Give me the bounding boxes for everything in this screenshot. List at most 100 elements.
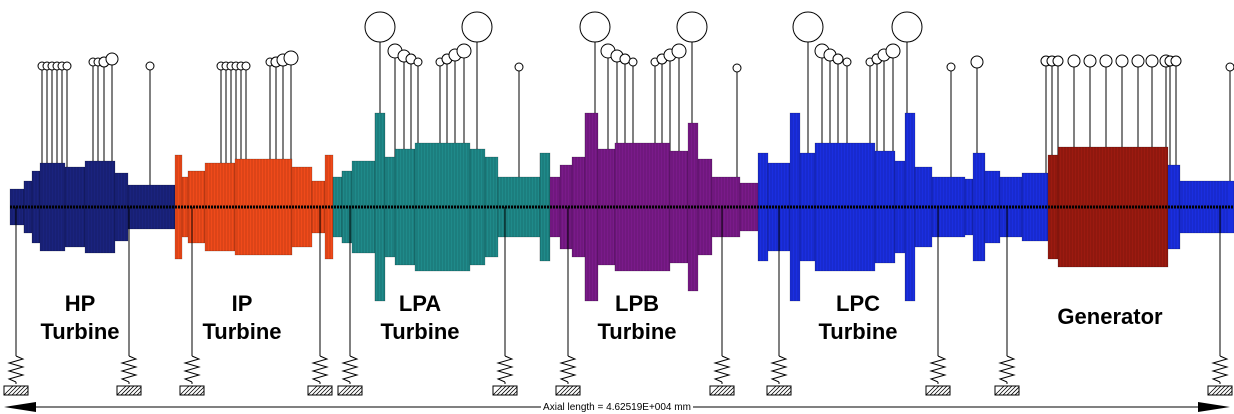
label-lpa-name: LPA <box>398 291 442 316</box>
disk-circle-31 <box>514 62 524 72</box>
hatch-stroke <box>1010 386 1020 396</box>
hatch-stroke <box>778 385 789 396</box>
hatch-stroke <box>7 385 18 396</box>
bearing-support-7 <box>709 207 735 396</box>
disk-circle-40 <box>671 43 687 59</box>
disk-circle-53 <box>946 62 956 72</box>
hatch-stroke <box>1207 385 1218 396</box>
label-lpa-turbine: LPA Turbine <box>365 290 475 346</box>
hatch-stroke <box>1227 390 1233 396</box>
label-lpb-name: LPB <box>615 291 659 316</box>
disk-circle-52 <box>891 11 923 43</box>
disk-circle-29 <box>456 43 472 59</box>
disk-circle-32 <box>579 11 611 43</box>
label-lpc-name: LPC <box>836 291 880 316</box>
hatch-stroke <box>717 385 728 396</box>
hatch-stroke <box>770 385 781 396</box>
label-lpb-sub: Turbine <box>597 319 677 344</box>
axial-length-text: Axial length = 4.62519E+004 mm <box>541 402 693 413</box>
disk-circle-61 <box>1115 54 1129 68</box>
hatch-stroke <box>1211 385 1222 396</box>
hatch-stroke <box>327 390 333 396</box>
hatch-stroke <box>1223 386 1233 396</box>
spring-icon <box>183 355 201 383</box>
hatch-stroke <box>563 385 574 396</box>
axial-length-label: Axial length = 4.62519E+004 mm <box>0 402 1234 414</box>
disk-circle-63 <box>1145 54 1159 68</box>
disk-circle-20 <box>283 50 299 66</box>
spring-icon <box>7 355 25 383</box>
disk-circle-42 <box>732 63 742 73</box>
hatch-stroke <box>555 385 566 396</box>
hatch-stroke <box>500 385 511 396</box>
hatch-stroke <box>187 385 198 396</box>
hatch-stroke <box>3 385 14 396</box>
hatch-stroke <box>929 385 940 396</box>
spring-icon <box>120 355 138 383</box>
hatch-stroke <box>323 386 333 396</box>
label-generator: Generator <box>1035 303 1185 331</box>
disk-circle-36 <box>628 57 638 67</box>
hatch-stroke <box>782 386 792 396</box>
disk-circle-58 <box>1067 54 1081 68</box>
label-hp-name: HP <box>64 291 96 316</box>
disk-circle-21 <box>364 11 396 43</box>
hatch-stroke <box>337 385 348 396</box>
spring-icon <box>1211 355 1229 383</box>
hatch-stroke <box>508 386 518 396</box>
disk-circle-47 <box>842 57 852 67</box>
right-arrowhead-icon <box>1198 402 1230 412</box>
hatch-stroke <box>786 390 792 396</box>
bearing-support-8 <box>766 207 792 396</box>
hatch-stroke <box>315 385 326 396</box>
disk-circle-60 <box>1099 54 1113 68</box>
hatch-stroke <box>713 385 724 396</box>
disk-circle-41 <box>676 11 708 43</box>
hatch-stroke <box>183 385 194 396</box>
hatch-stroke <box>1006 385 1017 396</box>
bearing-support-5 <box>492 207 518 396</box>
disk-circle-16 <box>241 61 251 71</box>
hatch-stroke <box>998 385 1009 396</box>
hatch-stroke <box>766 385 777 396</box>
hatch-stroke <box>729 390 735 396</box>
hatch-stroke <box>994 385 1005 396</box>
label-ip-turbine: IP Turbine <box>192 290 292 346</box>
hatch-stroke <box>124 385 135 396</box>
bearing-support-1 <box>116 207 142 396</box>
spring-icon <box>311 355 329 383</box>
hatch-stroke <box>512 390 518 396</box>
disk-circle-9 <box>105 52 119 66</box>
hatch-stroke <box>311 385 322 396</box>
hatch-stroke <box>120 385 131 396</box>
disk-circle-66 <box>1170 55 1182 67</box>
spring-icon <box>770 355 788 383</box>
hatch-stroke <box>116 385 127 396</box>
hatch-stroke <box>195 386 205 396</box>
spring-icon <box>341 355 359 383</box>
hatch-stroke <box>941 386 951 396</box>
hatch-stroke <box>136 390 142 396</box>
hatch-stroke <box>199 390 205 396</box>
hatch-stroke <box>319 385 330 396</box>
left-arrowhead-icon <box>4 402 36 412</box>
hatch-stroke <box>23 390 29 396</box>
label-lpb-turbine: LPB Turbine <box>582 290 692 346</box>
hatch-stroke <box>774 385 785 396</box>
disk-marker-circles <box>37 11 1234 73</box>
hatch-stroke <box>307 385 318 396</box>
disk-circle-54 <box>970 55 984 69</box>
hatch-stroke <box>575 390 581 396</box>
disk-circle-43 <box>792 11 824 43</box>
bearing-support-6 <box>555 207 581 396</box>
hatch-stroke <box>504 385 515 396</box>
hatch-stroke <box>179 385 190 396</box>
disk-circle-57 <box>1052 55 1064 67</box>
hatch-stroke <box>925 385 936 396</box>
hatch-stroke <box>933 385 944 396</box>
bearing-support-10 <box>994 207 1020 396</box>
label-generator-name: Generator <box>1057 304 1163 329</box>
bearing-support-4 <box>337 207 363 396</box>
disk-circle-59 <box>1083 54 1097 68</box>
hatch-stroke <box>345 385 356 396</box>
